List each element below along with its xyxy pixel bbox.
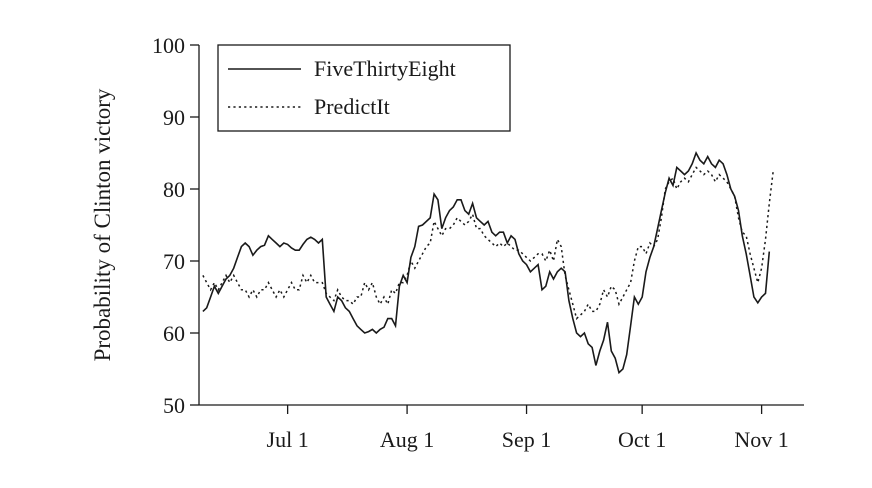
legend-frame — [217, 44, 511, 132]
legend-label-fivethirtyeight: FiveThirtyEight — [314, 56, 456, 81]
x-tick-label: Sep 1 — [502, 427, 552, 452]
legend-label-predictit: PredictIt — [314, 94, 390, 119]
y-tick-label: 50 — [163, 393, 185, 418]
x-tick-label: Nov 1 — [734, 427, 788, 452]
y-tick-label: 60 — [163, 321, 185, 346]
series-line-predictit — [202, 166, 774, 320]
y-tick-label: 90 — [163, 105, 185, 130]
x-tick-label: Aug 1 — [380, 427, 434, 452]
axes: 50 60 70 80 90 100 Jul 1 Aug 1 Sep 1 Oct 1 Nov 1 — [152, 33, 804, 452]
series-line-fivethirtyeight — [202, 151, 771, 375]
x-tick-label: Jul 1 — [267, 427, 309, 452]
y-tick-label: 100 — [152, 33, 185, 58]
y-tick-label: 70 — [163, 249, 185, 274]
series-lines — [202, 151, 774, 375]
x-tick-label: Oct 1 — [618, 427, 666, 452]
y-tick-label: 80 — [163, 177, 185, 202]
legend: FiveThirtyEight PredictIt — [217, 44, 511, 132]
y-axis-title: Probability of Clinton victory — [90, 88, 115, 361]
